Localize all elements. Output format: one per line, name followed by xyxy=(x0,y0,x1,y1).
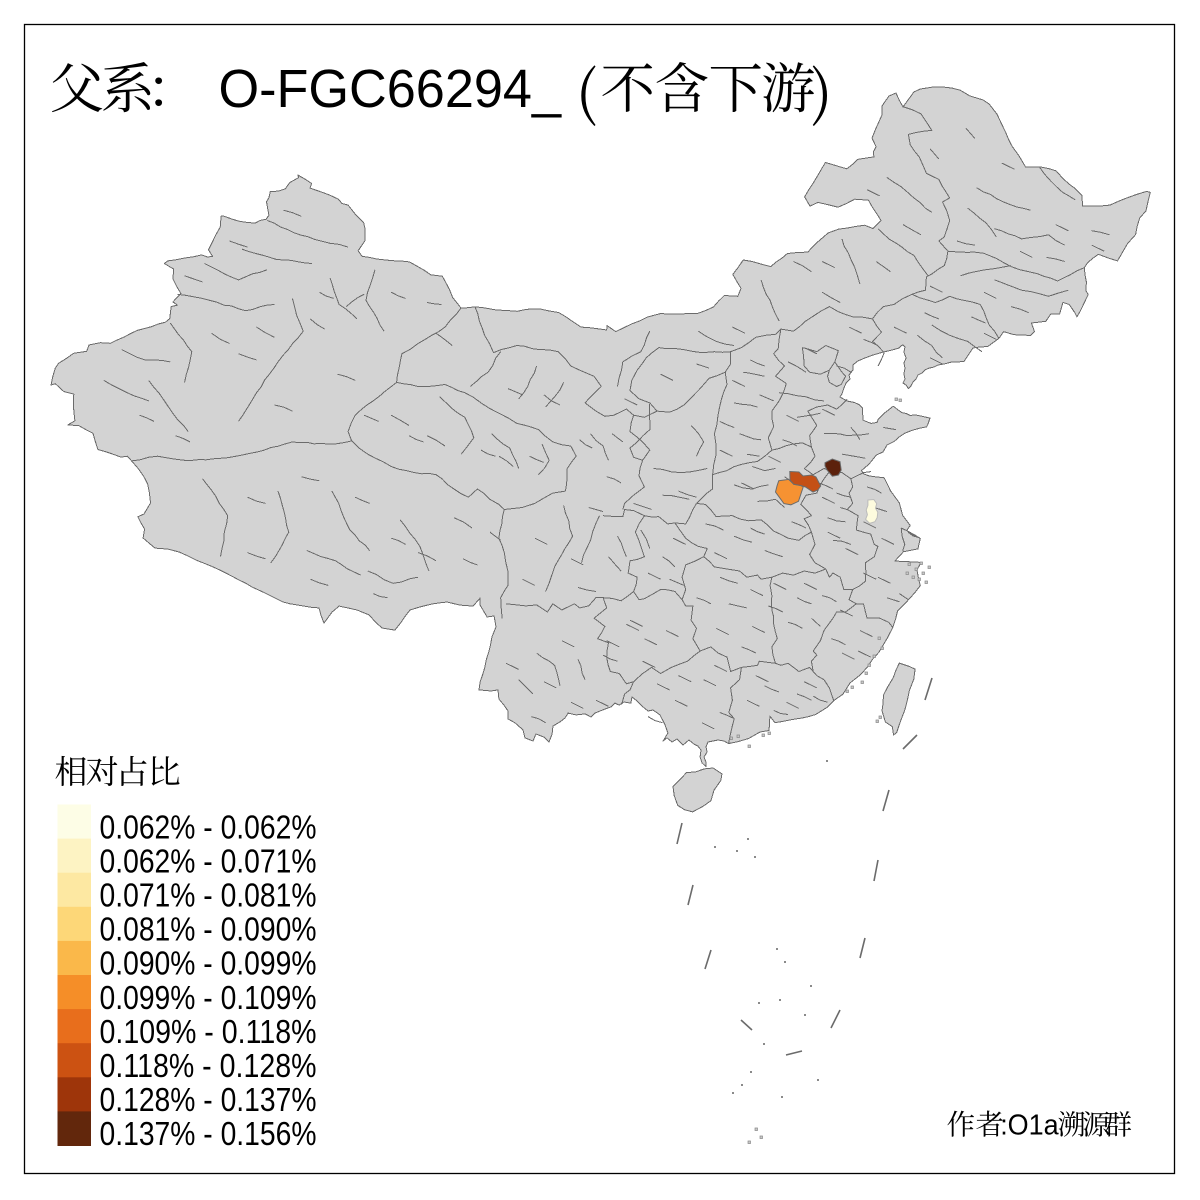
svg-text:0.071% - 0.081%: 0.071% - 0.081% xyxy=(100,877,317,914)
svg-text:0.118% - 0.128%: 0.118% - 0.128% xyxy=(100,1047,317,1084)
svg-text:0.081% - 0.090%: 0.081% - 0.090% xyxy=(100,911,317,948)
svg-text:0.109% - 0.118%: 0.109% - 0.118% xyxy=(100,1013,317,1050)
svg-text:0.137% - 0.156%: 0.137% - 0.156% xyxy=(100,1115,317,1152)
svg-text:0.128% - 0.137%: 0.128% - 0.137% xyxy=(100,1081,317,1118)
svg-text::O1a: :O1a xyxy=(1000,1110,1059,1142)
svg-text:0.099% - 0.109%: 0.099% - 0.109% xyxy=(100,979,317,1016)
svg-text:0.062% - 0.062%: 0.062% - 0.062% xyxy=(100,808,317,845)
svg-text:0.090% - 0.099%: 0.090% - 0.099% xyxy=(100,945,317,982)
svg-text:0.062% - 0.071%: 0.062% - 0.071% xyxy=(100,842,317,879)
svg-text:O-FGC66294_: O-FGC66294_ xyxy=(219,59,562,119)
